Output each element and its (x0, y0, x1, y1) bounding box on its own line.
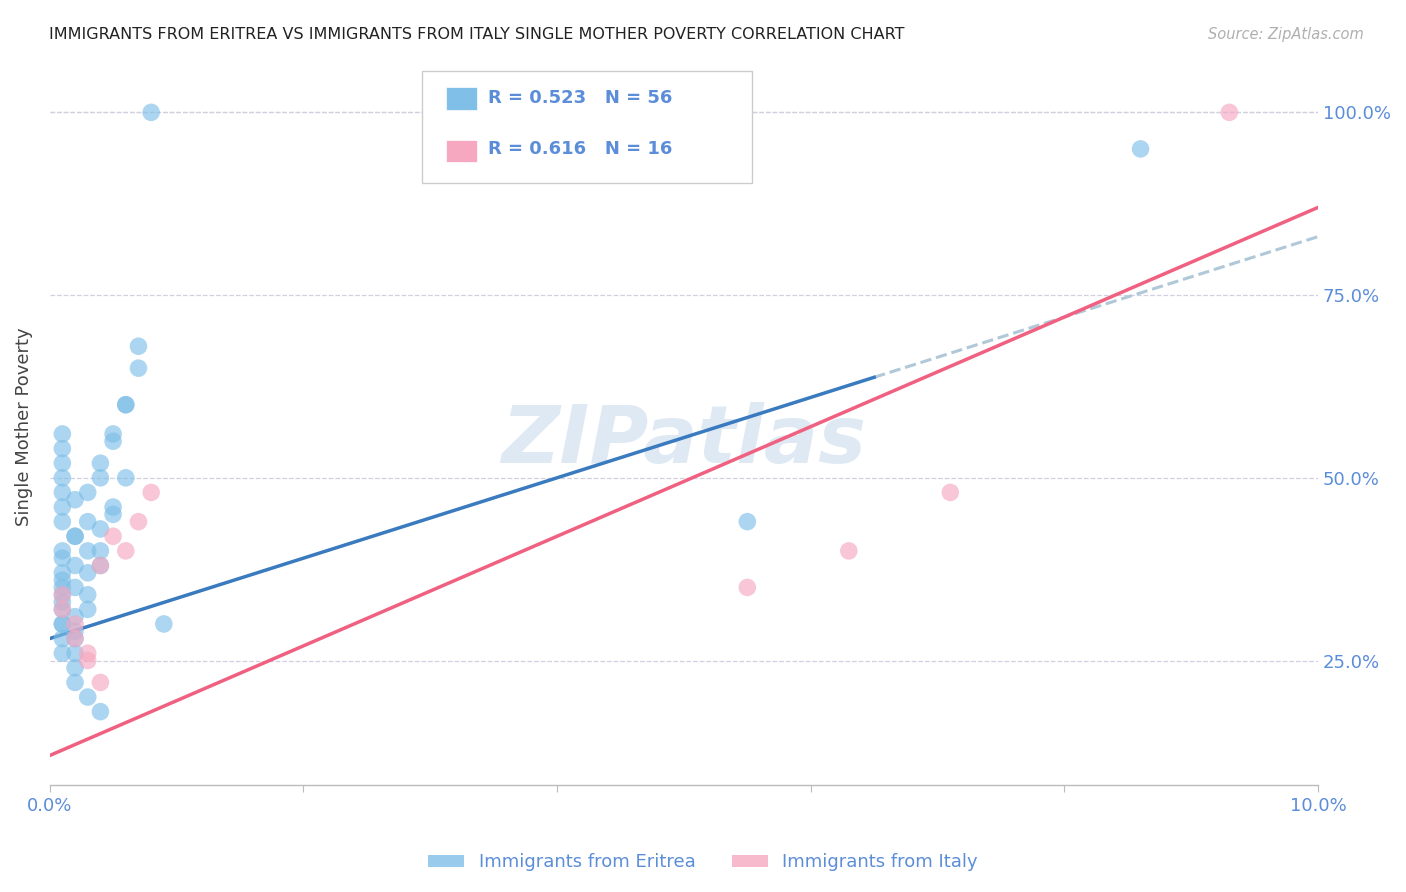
Point (76, 653, 98, 667)
Point (114, 398, 136, 412)
Point (89, 471, 111, 485)
Text: Source: ZipAtlas.com: Source: ZipAtlas.com (1208, 27, 1364, 42)
Point (51, 456, 73, 470)
Point (76, 544, 98, 558)
Point (51, 646, 73, 660)
Point (89, 456, 111, 470)
Point (127, 361, 149, 376)
Point (51, 442, 73, 456)
Point (51, 485, 73, 500)
Point (51, 515, 73, 529)
Point (51, 426, 73, 441)
Point (76, 602, 98, 616)
Point (63, 529, 86, 543)
Point (63, 558, 86, 573)
Point (51, 471, 73, 485)
Point (51, 500, 73, 514)
Point (89, 558, 111, 573)
Point (51, 544, 73, 558)
Point (139, 485, 162, 500)
Point (51, 617, 73, 632)
Point (63, 492, 86, 507)
Point (51, 573, 73, 587)
Text: ZIPatlas: ZIPatlas (502, 402, 866, 480)
Point (89, 544, 111, 558)
Point (737, 515, 759, 529)
Point (114, 471, 136, 485)
Point (63, 675, 86, 690)
Point (76, 515, 98, 529)
Point (51, 617, 73, 632)
Point (89, 558, 111, 573)
Point (101, 500, 124, 514)
Point (51, 588, 73, 602)
Y-axis label: Single Mother Poverty: Single Mother Poverty (15, 327, 32, 526)
Point (114, 544, 136, 558)
Point (63, 529, 86, 543)
Point (63, 632, 86, 646)
Point (76, 646, 98, 660)
Point (127, 339, 149, 353)
Point (114, 398, 136, 412)
Point (89, 705, 111, 719)
Point (63, 581, 86, 595)
Point (51, 602, 73, 616)
Point (101, 426, 124, 441)
Point (63, 646, 86, 660)
Point (63, 617, 86, 632)
Point (51, 632, 73, 646)
Point (101, 508, 124, 522)
Point (63, 632, 86, 646)
Point (51, 551, 73, 566)
Point (1129, 142, 1152, 156)
Point (51, 602, 73, 616)
Point (76, 690, 98, 704)
Point (1218, 105, 1240, 120)
Point (63, 609, 86, 624)
Point (139, 105, 162, 120)
Point (737, 581, 759, 595)
Point (76, 588, 98, 602)
Point (76, 566, 98, 580)
Point (51, 581, 73, 595)
Point (101, 529, 124, 543)
Point (89, 522, 111, 536)
Point (51, 588, 73, 602)
Text: R = 0.616   N = 16: R = 0.616 N = 16 (488, 140, 672, 158)
Point (51, 595, 73, 609)
Point (63, 624, 86, 639)
Legend: Immigrants from Eritrea, Immigrants from Italy: Immigrants from Eritrea, Immigrants from… (420, 847, 986, 879)
Point (63, 661, 86, 675)
Text: IMMIGRANTS FROM ERITREA VS IMMIGRANTS FROM ITALY SINGLE MOTHER POVERTY CORRELATI: IMMIGRANTS FROM ERITREA VS IMMIGRANTS FR… (49, 27, 904, 42)
Point (127, 515, 149, 529)
Point (838, 544, 860, 558)
Point (153, 617, 176, 632)
Point (76, 485, 98, 500)
Point (89, 675, 111, 690)
Point (51, 566, 73, 580)
Point (101, 434, 124, 449)
Text: R = 0.523   N = 56: R = 0.523 N = 56 (488, 89, 672, 107)
Point (939, 485, 962, 500)
